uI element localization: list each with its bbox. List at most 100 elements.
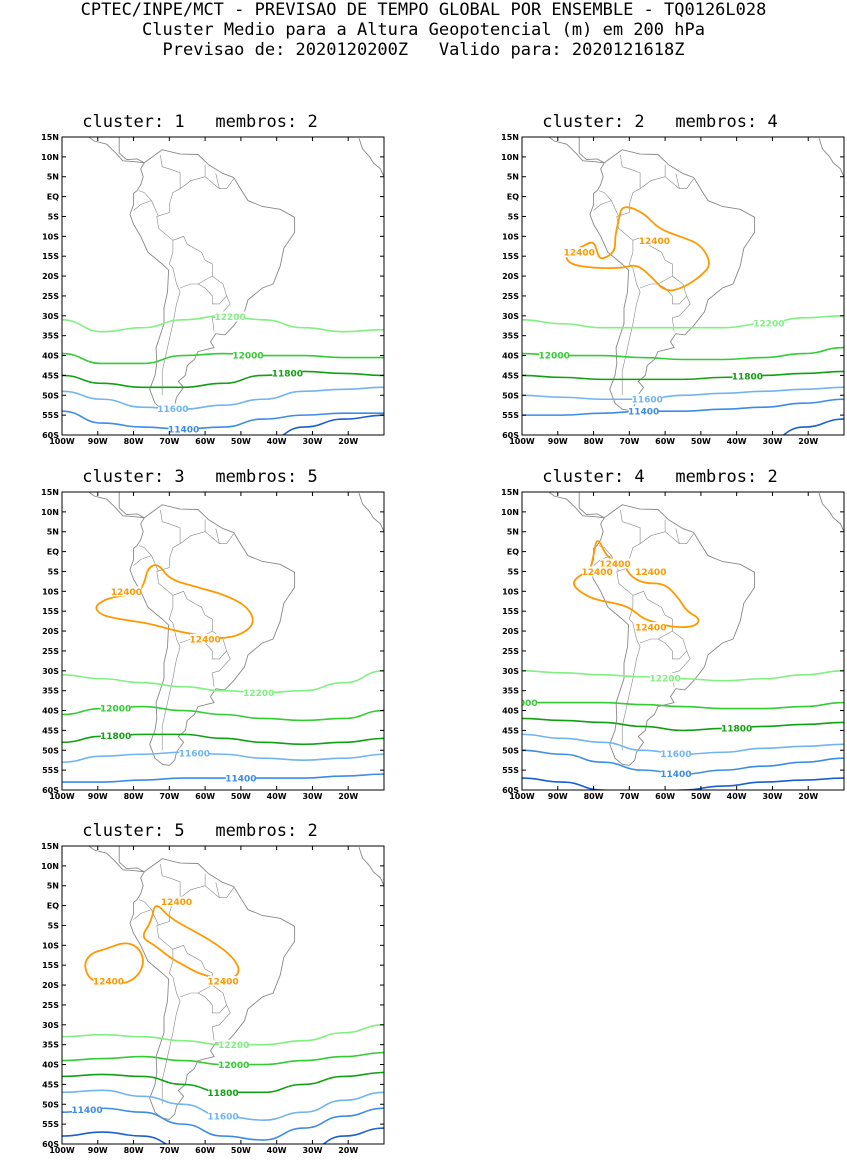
coastline <box>577 492 605 519</box>
label-bg <box>111 586 142 597</box>
lat-label: 10N <box>41 862 59 871</box>
panel-cluster-1: cluster: 1 membros: 2 12200 12000 11800 116… <box>20 112 385 452</box>
contour-label: 12200 <box>243 689 274 699</box>
contour-label: 12000 <box>539 352 570 362</box>
lon-label: 70W <box>159 792 179 801</box>
lon-label: 50W <box>231 792 251 801</box>
country-border <box>156 531 234 596</box>
lat-label: 5S <box>48 567 60 576</box>
lat-label: 10N <box>501 153 519 162</box>
panel-title: cluster: 3 membros: 5 <box>82 467 318 487</box>
lat-label: 25S <box>42 647 59 656</box>
lat-label: 60S <box>42 1140 59 1149</box>
panel-title: cluster: 5 membros: 2 <box>82 821 318 841</box>
lat-label: 40S <box>502 352 519 361</box>
map-cluster-2: 12200 12000 11800 11600 11400 12400 12400 15N 10… <box>501 133 845 446</box>
map-content: 12200 12000 11800 11600 11400 12400 12400 <box>62 492 384 785</box>
country-border <box>616 531 694 596</box>
lat-label: 45S <box>42 371 59 380</box>
country-border <box>621 623 641 751</box>
map-cluster-3: 12200 12000 11800 11600 11400 12400 12400 15N 10… <box>41 488 385 801</box>
contour-label: 12400 <box>207 978 238 988</box>
lon-label: 70W <box>159 437 179 446</box>
lat-label: 60S <box>42 431 59 440</box>
contour-label: 12000 <box>232 351 263 361</box>
coastline <box>589 504 756 766</box>
contour-label: 12400 <box>564 249 595 259</box>
contour-12200 <box>522 670 844 682</box>
lat-label: 55S <box>502 766 519 775</box>
lat-label: 55S <box>42 411 59 420</box>
country-border <box>172 235 213 289</box>
lat-label: 10S <box>502 587 519 596</box>
country-border <box>168 949 174 978</box>
country-border <box>160 509 181 544</box>
label-bg <box>660 748 691 759</box>
contour-label: 11400 <box>225 775 256 785</box>
contour-label: 12400 <box>635 624 666 634</box>
label-bg <box>225 773 256 784</box>
contour-11400 <box>62 410 384 430</box>
lat-label: 50S <box>42 1100 59 1109</box>
lat-label: 35S <box>42 332 59 341</box>
contour-11200 <box>62 1127 384 1144</box>
lon-label: 100W <box>49 1146 75 1155</box>
contour-label: 11600 <box>632 395 663 405</box>
contour-label: 12400 <box>161 898 192 908</box>
contour-label: 12000 <box>506 699 537 709</box>
lat-label: 40S <box>42 1061 59 1070</box>
lon-label: 60W <box>655 792 675 801</box>
lon-label: 70W <box>159 1146 179 1155</box>
contour-label: 12400 <box>599 560 630 570</box>
lat-label: 10N <box>41 153 59 162</box>
contour-label: 12400 <box>111 588 142 598</box>
contour-12000 <box>62 352 384 365</box>
contour-label: 11800 <box>100 732 131 742</box>
contour-label: 11600 <box>179 749 210 759</box>
contour-label: 12000 <box>218 1061 249 1071</box>
coastline <box>88 492 145 519</box>
contour-label: 12400 <box>189 636 220 646</box>
country-border <box>675 173 680 189</box>
label-bg <box>564 247 595 258</box>
label-bg <box>93 976 124 987</box>
label-bg <box>208 976 238 987</box>
lat-label: 15S <box>42 252 59 261</box>
lon-label: 90W <box>548 437 568 446</box>
lon-label: 40W <box>267 437 287 446</box>
lat-label: 35S <box>42 687 59 696</box>
contour-label: 11800 <box>207 1089 238 1099</box>
lat-label: 5N <box>47 882 59 891</box>
contour-label: 11600 <box>660 750 691 760</box>
lon-label: 60W <box>195 437 215 446</box>
label-bg <box>660 768 691 779</box>
lat-label: 45S <box>42 726 59 735</box>
country-border <box>628 595 634 624</box>
coastline <box>577 137 605 164</box>
label-bg <box>233 349 264 360</box>
country-border <box>675 528 680 544</box>
contour-label: 12200 <box>649 674 680 684</box>
coastline <box>129 149 296 411</box>
country-border <box>172 944 213 998</box>
country-border <box>657 630 687 660</box>
country-border <box>215 173 220 189</box>
lat-label: 55S <box>42 766 59 775</box>
lat-label: EQ <box>47 548 59 557</box>
coastline <box>358 493 384 536</box>
label-bg <box>179 747 210 758</box>
lon-label: 30W <box>302 792 322 801</box>
lat-label: 40S <box>502 707 519 716</box>
country-border <box>133 909 152 920</box>
contour-11800 <box>62 370 384 389</box>
lat-label: 45S <box>42 1080 59 1089</box>
header-line-3: Previsao de: 2020120200Z Valido para: 20… <box>162 40 685 60</box>
map-cluster-5: 12200 12000 11800 11600 11400 12400 12400 12400… <box>41 842 385 1155</box>
lat-label: 35S <box>42 1041 59 1050</box>
header-line-2: Cluster Medio para a Altura Geopotencial… <box>142 20 705 40</box>
lat-label: 5N <box>47 173 59 182</box>
contour-label: 12200 <box>753 319 784 329</box>
country-border <box>138 190 159 217</box>
country-border <box>628 240 634 269</box>
lat-label: 15N <box>501 133 519 142</box>
